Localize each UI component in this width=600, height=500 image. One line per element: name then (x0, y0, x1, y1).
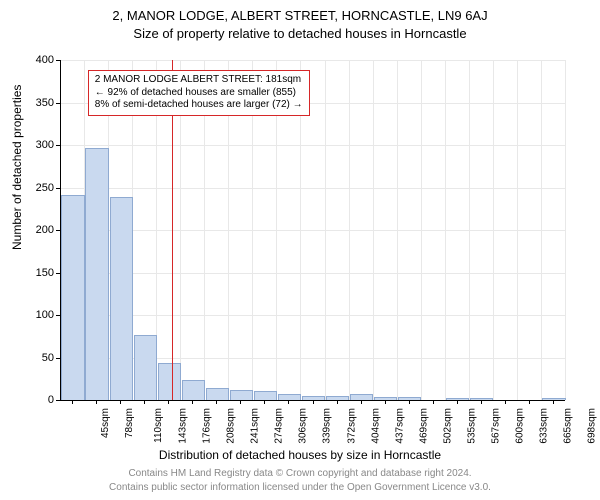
y-tick-label: 300 (24, 139, 54, 151)
grid-line (60, 273, 565, 274)
y-tick-label: 250 (24, 182, 54, 194)
footer-line-1: Contains HM Land Registry data © Crown c… (0, 468, 600, 479)
y-tick-label: 400 (24, 54, 54, 66)
y-tick-label: 100 (24, 309, 54, 321)
grid-line (373, 60, 374, 400)
y-tick-label: 350 (24, 97, 54, 109)
grid-line (421, 60, 422, 400)
grid-line (541, 60, 542, 400)
x-axis-label: Distribution of detached houses by size … (0, 448, 600, 462)
x-tick-label: 535sqm (466, 408, 477, 444)
y-tick-label: 50 (24, 352, 54, 364)
x-axis (60, 400, 565, 401)
histogram-bar (85, 148, 108, 400)
annotation-line: 8% of semi-detached houses are larger (7… (95, 99, 303, 112)
grid-line (349, 60, 350, 400)
x-tick-label: 78sqm (124, 408, 135, 438)
x-tick-label: 241sqm (250, 408, 261, 444)
histogram-bar (230, 390, 253, 400)
x-tick-label: 600sqm (514, 408, 525, 444)
x-tick-label: 372sqm (346, 408, 357, 444)
x-tick-label: 339sqm (322, 408, 333, 444)
annotation-line: 2 MANOR LODGE ALBERT STREET: 181sqm (95, 74, 303, 87)
x-tick-label: 633sqm (538, 408, 549, 444)
x-tick-label: 45sqm (100, 408, 111, 438)
grid-line (493, 60, 494, 400)
histogram-bar (61, 195, 84, 400)
y-tick-label: 150 (24, 267, 54, 279)
histogram-bar (110, 197, 133, 400)
histogram-bar (254, 391, 277, 400)
x-tick-label: 502sqm (442, 408, 453, 444)
grid-line (60, 230, 565, 231)
grid-line (60, 145, 565, 146)
y-axis (60, 60, 61, 400)
page-subtitle: Size of property relative to detached ho… (0, 26, 600, 41)
footer-line-2: Contains public sector information licen… (0, 482, 600, 493)
grid-line (469, 60, 470, 400)
histogram-bar (206, 388, 229, 400)
x-tick-label: 567sqm (490, 408, 501, 444)
y-tick-label: 200 (24, 224, 54, 236)
x-tick-label: 404sqm (370, 408, 381, 444)
y-tick-label: 0 (24, 394, 54, 406)
histogram-bar (134, 335, 157, 400)
grid-line (60, 60, 565, 61)
x-tick-label: 208sqm (226, 408, 237, 444)
grid-line (565, 60, 566, 400)
grid-line (445, 60, 446, 400)
grid-line (397, 60, 398, 400)
x-tick-label: 698sqm (587, 408, 598, 444)
annotation-box: 2 MANOR LODGE ALBERT STREET: 181sqm← 92%… (88, 70, 310, 116)
grid-line (60, 188, 565, 189)
x-tick-label: 176sqm (202, 408, 213, 444)
x-tick-label: 306sqm (298, 408, 309, 444)
x-tick-label: 110sqm (153, 408, 164, 443)
x-tick-label: 274sqm (274, 408, 285, 444)
x-tick-label: 437sqm (394, 408, 405, 444)
page-title: 2, MANOR LODGE, ALBERT STREET, HORNCASTL… (0, 8, 600, 23)
grid-line (60, 315, 565, 316)
chart-plot-area: 05010015020025030035040045sqm78sqm110sqm… (60, 60, 565, 400)
x-tick-label: 143sqm (178, 408, 189, 444)
x-tick-label: 469sqm (418, 408, 429, 444)
grid-line (325, 60, 326, 400)
histogram-bar (182, 380, 205, 400)
histogram-bar (158, 363, 181, 400)
x-tick-label: 665sqm (563, 408, 574, 444)
y-axis-label: Number of detached properties (10, 85, 24, 250)
grid-line (517, 60, 518, 400)
annotation-line: ← 92% of detached houses are smaller (85… (95, 87, 303, 100)
